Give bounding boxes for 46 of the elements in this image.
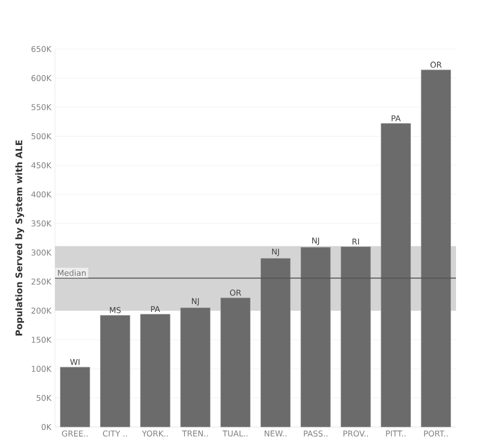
x-tick-label: PORT.. [424,430,448,437]
y-tick-label: 600K [32,75,52,82]
y-tick-label: 200K [32,308,52,314]
data-label: NJ [272,248,279,256]
data-label: NJ [192,298,199,306]
x-tick-label: PROV.. [344,430,368,437]
x-tick-label: TREN.. [182,430,208,436]
bar [260,258,291,428]
y-tick-label: 300K [32,250,52,256]
bar [380,123,411,428]
y-tick-label: 100K [32,366,52,372]
ref-line-label: Median [58,270,86,276]
y-tick-label: 250K [32,278,52,285]
x-tick-label: PASS.. [304,430,328,437]
bar [220,298,250,428]
bar [140,314,170,428]
data-label: PA [392,115,401,122]
x-tick-label: CITY .. [102,430,127,437]
y-tick-label: 150K [32,336,52,343]
y-tick-label: 400K [31,191,52,198]
bar [100,315,130,428]
x-tick-label: TUAL.. [222,430,248,436]
x-tick-label: GREE.. [62,430,88,437]
y-tick-label: 500K [32,133,52,140]
bar [60,366,90,428]
bar [180,308,210,428]
y-tick-label: 450K [31,162,52,168]
data-label: OR [230,290,242,296]
bar [420,70,451,428]
x-tick-label: NEW.. [264,430,286,436]
y-tick-label: 50K [36,394,52,401]
y-tick-label: 350K [32,220,52,226]
y-tick-label: 0K [42,424,52,430]
y-axis-title: Population Served by System with ALE [15,140,24,336]
data-label: RI [352,238,359,245]
data-label: NJ [312,238,320,246]
data-label: OR [430,62,442,68]
y-tick-label: 550K [32,104,52,110]
bar [300,247,331,428]
data-label: MS [110,307,121,314]
y-tick-label: 650K [32,46,52,52]
data-label: PA [151,306,160,312]
bar [340,246,371,428]
x-tick-label: YORK.. [142,430,168,437]
x-tick-label: PITT.. [386,430,406,436]
data-label: WI [70,359,80,365]
